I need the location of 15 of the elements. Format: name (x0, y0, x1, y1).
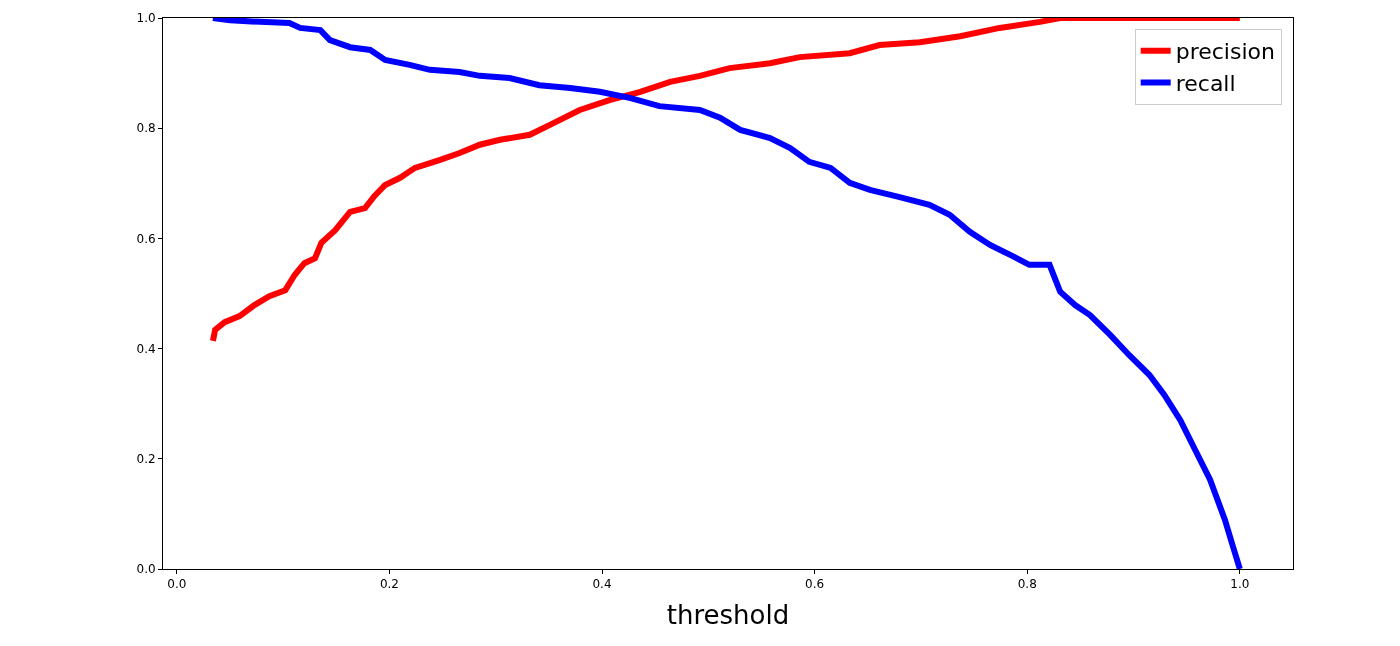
legend-label: recall (1175, 71, 1236, 96)
x-tick-label: 0.8 (1017, 577, 1037, 592)
y-tick-label: 1.0 (136, 11, 156, 26)
x-axis-title: threshold (666, 600, 790, 631)
x-tick-label: 0.4 (592, 577, 612, 592)
y-tick-label: 0.4 (136, 341, 156, 356)
x-tick-label: 0.0 (167, 577, 187, 592)
x-tick-label: 0.6 (805, 577, 825, 592)
y-tick-label: 0.8 (136, 121, 156, 136)
x-tick-label: 0.2 (379, 577, 399, 592)
y-tick-label: 0.2 (136, 452, 156, 466)
y-tick-label: 0.6 (136, 231, 156, 246)
legend-label: precision (1175, 39, 1275, 65)
x-tick-label: 1.0 (1230, 577, 1250, 592)
y-tick-label: 0.0 (136, 562, 156, 577)
